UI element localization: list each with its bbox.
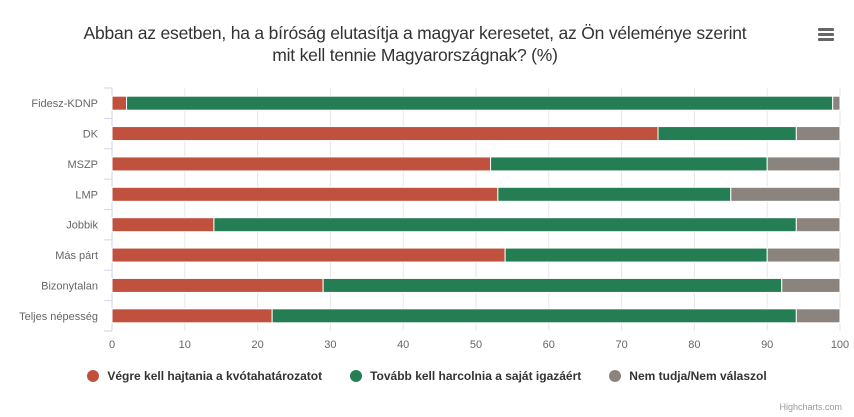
- legend-label: Nem tudja/Nem válaszol: [629, 369, 767, 383]
- bar-0: [111, 186, 499, 202]
- x-tick-label: 60: [543, 339, 555, 351]
- bar-0: [111, 308, 273, 324]
- legend-dot-icon: [350, 370, 363, 382]
- x-tick-label: 80: [688, 339, 700, 351]
- bar-0: [111, 277, 324, 293]
- x-tick-label: 40: [397, 339, 409, 351]
- legend-dot-icon: [87, 370, 100, 382]
- y-category-label: Más párt: [55, 250, 98, 262]
- bar-1: [126, 95, 834, 111]
- legend-item-0[interactable]: Végre kell hajtania a kvótahatározatot: [87, 369, 322, 383]
- bar-2: [781, 277, 841, 293]
- bar-2: [795, 308, 841, 324]
- credits-link[interactable]: Highcharts.com: [779, 402, 842, 412]
- x-tick-label: 90: [761, 339, 773, 351]
- bar-0: [111, 156, 492, 172]
- legend-item-2[interactable]: Nem tudja/Nem válaszol: [609, 369, 767, 383]
- x-tick-label: 10: [179, 339, 191, 351]
- x-tick-label: 100: [831, 339, 849, 351]
- bar-0: [111, 217, 215, 233]
- legend: Végre kell hajtania a kvótahatározatot T…: [0, 369, 854, 383]
- x-tick-label: 0: [109, 339, 115, 351]
- x-tick-label: 70: [615, 339, 627, 351]
- bar-1: [213, 217, 797, 233]
- chart-title: Abban az esetben, ha a bíróság elutasítj…: [20, 22, 810, 66]
- bar-0: [111, 247, 506, 263]
- y-category-label: Bizonytalan: [41, 280, 98, 292]
- y-category-label: MSZP: [67, 159, 98, 171]
- legend-label: Végre kell hajtania a kvótahatározatot: [107, 369, 323, 383]
- bar-1: [322, 277, 783, 293]
- hamburger-menu-icon[interactable]: [818, 28, 834, 42]
- bar-2: [832, 95, 841, 111]
- chart-title-line-2: mit kell tennie Magyarországnak? (%): [272, 45, 558, 65]
- bar-2: [730, 186, 841, 202]
- legend-dot-icon: [609, 370, 622, 382]
- bar-2: [795, 126, 841, 142]
- bar-2: [766, 156, 841, 172]
- x-tick-label: 50: [470, 339, 482, 351]
- bar-1: [490, 156, 768, 172]
- y-category-label: DK: [83, 129, 99, 141]
- y-category-label: Jobbik: [66, 220, 98, 232]
- legend-label: Tovább kell harcolnia a saját igazáért: [370, 369, 582, 383]
- y-category-label: LMP: [75, 189, 98, 201]
- y-category-label: Fidesz-KDNP: [31, 98, 98, 110]
- bar-2: [766, 247, 841, 263]
- bar-1: [504, 247, 768, 263]
- bar-1: [657, 126, 797, 142]
- chart-title-line-1: Abban az esetben, ha a bíróság elutasítj…: [83, 23, 747, 43]
- bar-2: [795, 217, 841, 233]
- bar-0: [111, 126, 659, 142]
- y-category-label: Teljes népesség: [19, 311, 98, 323]
- x-tick-label: 30: [324, 339, 336, 351]
- x-tick-label: 20: [251, 339, 263, 351]
- bar-0: [111, 95, 128, 111]
- bar-1: [497, 186, 732, 202]
- legend-item-1[interactable]: Tovább kell harcolnia a saját igazáért: [350, 369, 581, 383]
- bar-1: [271, 308, 797, 324]
